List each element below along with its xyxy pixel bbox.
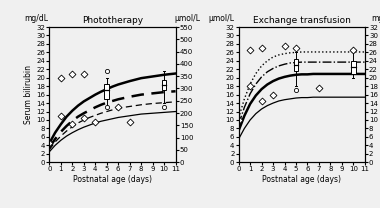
Text: mg/dL: mg/dL xyxy=(24,14,48,23)
FancyBboxPatch shape xyxy=(105,84,109,99)
X-axis label: Postnatal age (days): Postnatal age (days) xyxy=(73,175,152,184)
Y-axis label: Serum bilirubin: Serum bilirubin xyxy=(24,65,33,124)
Title: Exchange transfusion: Exchange transfusion xyxy=(253,16,351,25)
FancyBboxPatch shape xyxy=(162,80,166,90)
Text: μmol/L: μmol/L xyxy=(208,14,234,23)
FancyBboxPatch shape xyxy=(351,61,356,73)
Title: Phototherapy: Phototherapy xyxy=(82,16,143,25)
FancyBboxPatch shape xyxy=(294,59,298,71)
Text: mg/dL: mg/dL xyxy=(371,14,380,23)
X-axis label: Postnatal age (days): Postnatal age (days) xyxy=(262,175,341,184)
Text: μmol/L: μmol/L xyxy=(175,14,201,23)
